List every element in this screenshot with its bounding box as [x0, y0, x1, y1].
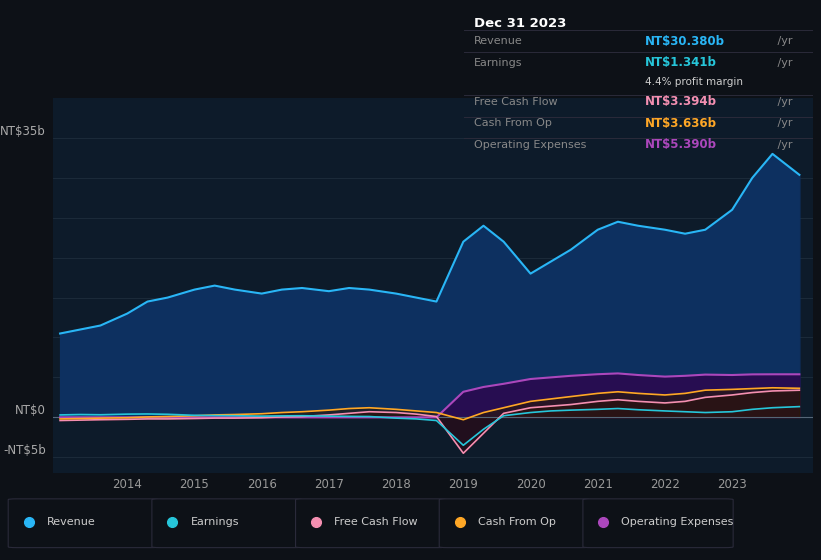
Text: Earnings: Earnings: [475, 58, 523, 68]
Text: Operating Expenses: Operating Expenses: [621, 517, 734, 527]
Text: NT$0: NT$0: [15, 404, 46, 417]
Text: NT$30.380b: NT$30.380b: [645, 35, 725, 48]
Text: Cash From Op: Cash From Op: [478, 517, 556, 527]
Text: NT$3.394b: NT$3.394b: [645, 95, 718, 108]
FancyBboxPatch shape: [8, 499, 158, 548]
Text: NT$1.341b: NT$1.341b: [645, 57, 718, 69]
FancyBboxPatch shape: [439, 499, 589, 548]
FancyBboxPatch shape: [152, 499, 302, 548]
Text: Revenue: Revenue: [475, 36, 523, 46]
Text: NT$3.636b: NT$3.636b: [645, 117, 718, 130]
Text: NT$5.390b: NT$5.390b: [645, 138, 718, 151]
Text: /yr: /yr: [774, 140, 793, 150]
Text: /yr: /yr: [774, 58, 793, 68]
Text: /yr: /yr: [774, 97, 793, 106]
Text: Operating Expenses: Operating Expenses: [475, 140, 587, 150]
Text: Dec 31 2023: Dec 31 2023: [475, 17, 566, 30]
Text: -NT$5b: -NT$5b: [3, 444, 46, 457]
Text: 4.4% profit margin: 4.4% profit margin: [645, 77, 743, 87]
Text: Cash From Op: Cash From Op: [475, 118, 553, 128]
FancyBboxPatch shape: [296, 499, 446, 548]
Text: Revenue: Revenue: [47, 517, 95, 527]
Text: /yr: /yr: [774, 36, 793, 46]
Text: Earnings: Earnings: [190, 517, 239, 527]
Text: Free Cash Flow: Free Cash Flow: [475, 97, 558, 106]
FancyBboxPatch shape: [583, 499, 733, 548]
Text: /yr: /yr: [774, 118, 793, 128]
Text: NT$35b: NT$35b: [0, 125, 46, 138]
Text: Free Cash Flow: Free Cash Flow: [334, 517, 418, 527]
